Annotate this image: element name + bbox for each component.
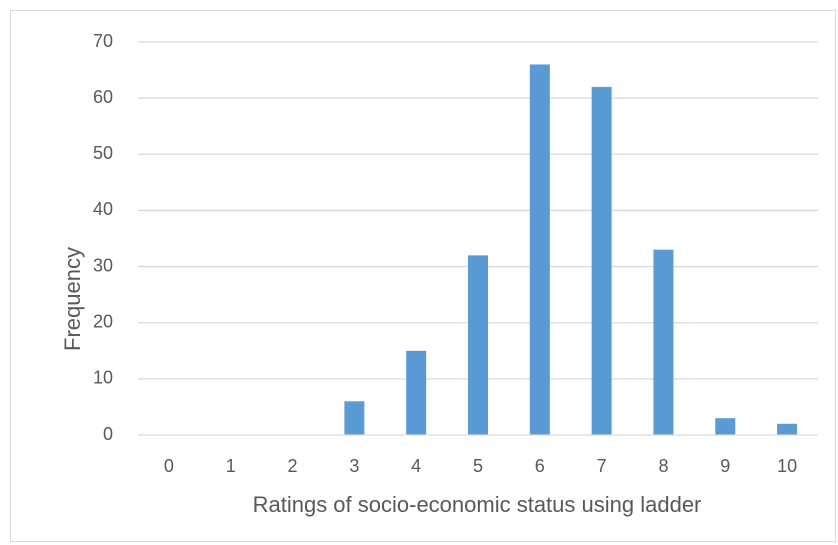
x-tick-label: 8 <box>658 456 668 476</box>
y-tick-label: 50 <box>93 143 113 163</box>
x-axis-label: Ratings of socio-economic status using l… <box>253 492 702 517</box>
x-tick-label: 6 <box>535 456 545 476</box>
bar-5 <box>468 255 488 435</box>
bar-4 <box>406 350 427 435</box>
x-tick-label: 10 <box>777 456 797 476</box>
bar-10 <box>777 423 798 435</box>
x-tick-label: 5 <box>473 456 483 476</box>
y-tick-label: 40 <box>93 199 113 219</box>
y-tick-label: 0 <box>103 424 113 444</box>
bar-7 <box>591 86 612 436</box>
y-tick-label: 70 <box>93 31 113 51</box>
y-axis-label: Frequency <box>60 247 85 351</box>
y-axis-ticks: 0 10 20 30 40 50 60 70 <box>93 31 113 444</box>
x-tick-label: 1 <box>226 456 236 476</box>
x-tick-label: 4 <box>411 456 421 476</box>
bars <box>344 64 798 436</box>
y-tick-label: 10 <box>93 368 113 388</box>
gridlines <box>138 41 818 380</box>
y-tick-label: 30 <box>93 255 113 275</box>
y-tick-label: 60 <box>93 87 113 107</box>
x-tick-label: 3 <box>349 456 359 476</box>
x-tick-label: 0 <box>164 456 174 476</box>
y-tick-label: 20 <box>93 311 113 331</box>
x-axis-ticks: 0 1 2 3 4 5 6 7 8 9 10 <box>164 456 797 476</box>
bar-3 <box>344 401 365 435</box>
x-tick-label: 7 <box>597 456 607 476</box>
bar-9 <box>715 418 736 435</box>
bar-8 <box>653 249 674 435</box>
x-tick-label: 9 <box>720 456 730 476</box>
bar-6 <box>529 64 550 435</box>
x-tick-label: 2 <box>288 456 298 476</box>
